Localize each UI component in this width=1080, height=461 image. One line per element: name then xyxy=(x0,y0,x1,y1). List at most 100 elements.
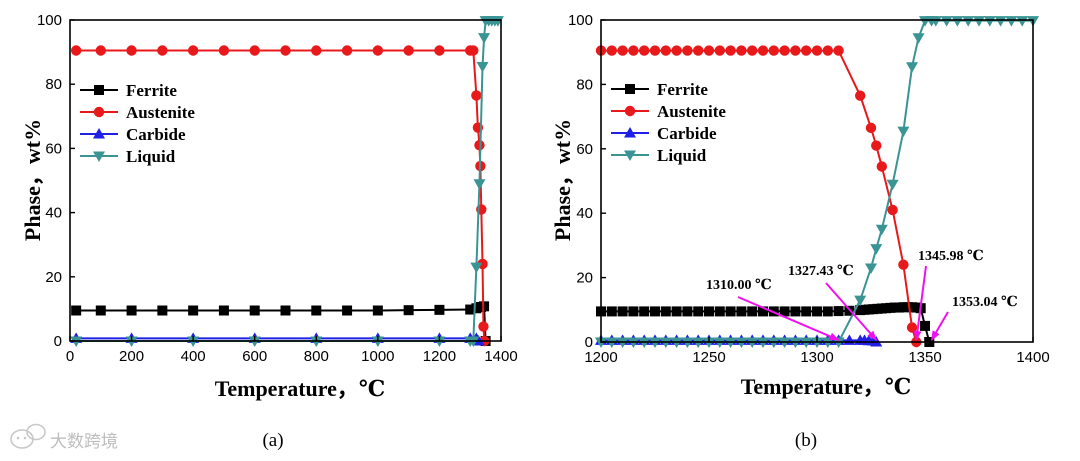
annotation: 1327.43 ℃ xyxy=(788,264,877,341)
data-point-liquid xyxy=(886,179,899,191)
y-tick-label: 60 xyxy=(576,141,593,158)
data-point-ferrite xyxy=(157,305,168,316)
data-point-austenite xyxy=(671,45,682,56)
data-point-austenite xyxy=(736,45,747,56)
data-point-austenite xyxy=(660,45,671,56)
y-tick-label: 40 xyxy=(576,205,593,222)
data-point-liquid xyxy=(906,62,919,73)
data-point-ferrite xyxy=(693,306,704,317)
data-point-liquid xyxy=(865,263,877,274)
data-point-ferrite xyxy=(311,305,322,316)
legend-label: Liquid xyxy=(126,147,176,166)
data-point-liquid xyxy=(476,62,489,73)
data-point-ferrite xyxy=(660,306,671,317)
legend-label: Austenite xyxy=(126,103,195,122)
axes-frame xyxy=(69,19,502,342)
y-tick-label: 100 xyxy=(37,12,62,29)
data-point-austenite xyxy=(311,45,322,56)
annotation: 1353.04 ℃ xyxy=(930,295,1018,341)
watermark: 大数跨境 xyxy=(10,423,118,452)
data-point-austenite xyxy=(768,45,779,56)
data-point-austenite xyxy=(341,45,353,56)
data-point-austenite xyxy=(471,90,482,101)
annotation-label: 1345.98 ℃ xyxy=(918,249,984,264)
x-tick-label: 600 xyxy=(242,348,267,365)
plot-area-a xyxy=(70,20,501,341)
x-tick-label: 1000 xyxy=(361,348,394,365)
chart-b: 1200 1250 1300 1350 1400 0 20 40 60 80 100 Ferrite… xyxy=(550,12,1050,451)
legend-label: Ferrite xyxy=(657,80,708,99)
data-point-liquid xyxy=(994,16,1007,27)
x-tick-label: 1200 xyxy=(423,348,456,365)
legend-marker-carbide xyxy=(624,127,636,138)
data-point-ferrite xyxy=(682,306,693,317)
legend-a: Ferrite Austenite Carbide Liquid xyxy=(80,81,195,166)
data-point-austenite xyxy=(822,45,833,56)
data-point-ferrite xyxy=(758,306,768,317)
data-point-ferrite xyxy=(822,306,833,317)
axes-a: 0 200 400 600 800 1000 1200 1400 0 20 40 60 80 100 xyxy=(37,12,518,365)
data-point-ferrite xyxy=(280,305,291,316)
chart-a: 0 200 400 600 800 1000 1200 1400 0 20 40 60 80 100 Fe… xyxy=(20,12,518,451)
data-point-ferrite xyxy=(617,306,628,317)
y-tick-label: 80 xyxy=(45,76,62,93)
data-point-ferrite xyxy=(434,304,445,315)
data-point-ferrite xyxy=(736,306,747,317)
data-point-austenite xyxy=(757,45,769,56)
data-point-ferrite xyxy=(606,306,617,317)
legend-marker-liquid xyxy=(93,151,105,162)
data-point-ferrite xyxy=(812,306,822,317)
legend-item-liquid: Liquid xyxy=(80,147,176,166)
axes-b: 1200 1250 1300 1350 1400 0 20 40 60 80 100 xyxy=(568,12,1050,366)
data-point-ferrite xyxy=(725,306,736,317)
series-ferrite-a xyxy=(71,301,491,346)
data-point-liquid xyxy=(870,244,883,255)
legend-item-carbide: Carbide xyxy=(611,124,717,143)
data-point-ferrite xyxy=(920,320,930,331)
data-point-austenite xyxy=(906,322,918,333)
data-point-austenite xyxy=(855,90,866,101)
data-point-ferrite xyxy=(218,305,229,316)
x-axis-title-b: Temperature，℃ xyxy=(741,374,912,399)
legend-marker-austenite xyxy=(93,106,105,118)
data-point-liquid xyxy=(962,16,975,27)
legend-label: Ferrite xyxy=(126,81,177,100)
data-point-austenite xyxy=(372,45,384,56)
data-point-austenite xyxy=(725,45,736,56)
data-point-ferrite xyxy=(465,304,476,315)
y-tick-label: 80 xyxy=(576,76,593,93)
x-tick-label: 400 xyxy=(181,348,206,365)
watermark-text: 大数跨境 xyxy=(50,432,118,452)
data-point-ferrite xyxy=(126,305,137,316)
y-tick-label: 0 xyxy=(54,333,62,350)
data-point-austenite xyxy=(865,122,877,134)
data-point-liquid xyxy=(929,16,942,27)
data-point-liquid xyxy=(875,224,888,236)
legend-item-austenite: Austenite xyxy=(611,102,726,121)
data-point-austenite xyxy=(606,45,617,56)
annotation-arrow xyxy=(930,311,949,341)
data-point-liquid xyxy=(478,33,491,44)
legend-b: Ferrite Austenite Carbide Liquid xyxy=(611,80,726,165)
data-point-austenite xyxy=(801,45,812,56)
data-point-ferrite xyxy=(704,306,714,317)
data-point-ferrite xyxy=(403,305,414,316)
annotation-label: 1310.00 ℃ xyxy=(706,278,772,293)
data-point-austenite xyxy=(703,45,715,56)
legend-label: Carbide xyxy=(126,125,186,144)
data-point-ferrite xyxy=(650,306,660,317)
annotation-label: 1327.43 ℃ xyxy=(788,264,854,279)
data-point-ferrite xyxy=(671,306,682,317)
data-point-austenite xyxy=(790,45,801,56)
series-austenite-b xyxy=(595,45,922,348)
legend-item-ferrite: Ferrite xyxy=(80,81,177,100)
wechat-bubble-icon xyxy=(10,423,46,449)
data-point-austenite xyxy=(639,45,650,56)
data-point-austenite xyxy=(126,45,137,56)
x-tick-label: 800 xyxy=(304,348,329,365)
data-point-ferrite xyxy=(779,306,790,317)
data-point-ferrite xyxy=(747,306,758,317)
data-point-ferrite xyxy=(95,305,106,316)
data-point-austenite xyxy=(95,45,106,56)
data-point-austenite xyxy=(403,45,414,56)
